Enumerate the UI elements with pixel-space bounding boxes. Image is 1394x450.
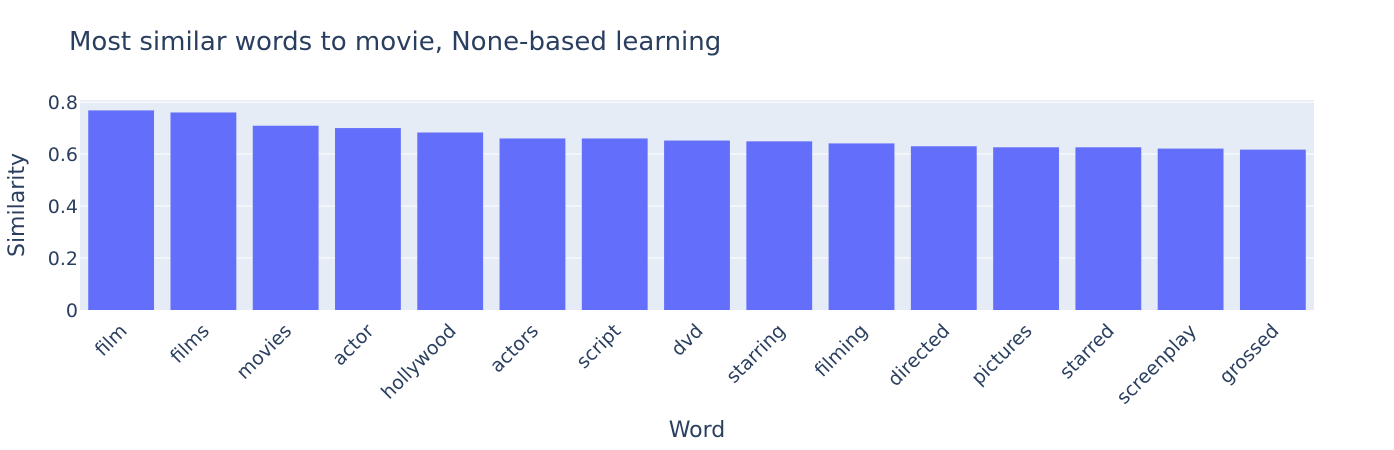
x-tick-label: movies [232, 320, 296, 384]
y-tick-label: 0.2 [48, 248, 78, 270]
x-tick-label: hollywood [377, 320, 461, 404]
bar-dvd[interactable] [664, 140, 730, 310]
x-tick-label: actors [486, 320, 543, 377]
chart-title: Most similar words to movie, None-based … [69, 27, 721, 57]
bar-hollywood[interactable] [417, 132, 484, 310]
y-axis-ticks: 0 0.2 0.4 0.6 0.8 [48, 92, 78, 322]
bar-filming[interactable] [828, 143, 895, 310]
y-tick-label: 0.6 [48, 144, 78, 166]
bars [88, 110, 1306, 311]
y-tick-label: 0.8 [48, 92, 78, 114]
bar-film[interactable] [88, 110, 155, 310]
y-axis-title: Similarity [5, 153, 30, 257]
y-tick-label: 0 [66, 300, 78, 322]
x-tick-label: starring [722, 320, 790, 388]
x-tick-label: script [572, 320, 625, 373]
bar-pictures[interactable] [993, 147, 1059, 310]
x-axis-title: Word [669, 418, 726, 443]
bar-actor[interactable] [335, 128, 401, 310]
y-tick-label: 0.4 [48, 196, 78, 218]
x-tick-label: films [166, 320, 214, 368]
bar-films[interactable] [170, 112, 237, 310]
bar-starring[interactable] [746, 141, 813, 310]
x-tick-label: starred [1055, 320, 1118, 383]
bar-grossed[interactable] [1239, 149, 1306, 310]
bar-directed[interactable] [910, 146, 977, 310]
x-tick-label: film [91, 320, 132, 361]
x-tick-label: actor [328, 320, 378, 370]
x-tick-label: filming [810, 320, 872, 382]
x-tick-label: pictures [967, 320, 1036, 389]
bar-movies[interactable] [252, 125, 319, 311]
bar-starred[interactable] [1075, 147, 1142, 310]
x-tick-label: grossed [1215, 320, 1283, 388]
x-tick-label: directed [884, 320, 955, 391]
bar-script[interactable] [581, 138, 648, 310]
bar-screenplay[interactable] [1157, 148, 1224, 310]
x-tick-label: dvd [667, 320, 708, 361]
bar-actors[interactable] [499, 138, 566, 310]
x-tick-label: screenplay [1112, 320, 1201, 409]
